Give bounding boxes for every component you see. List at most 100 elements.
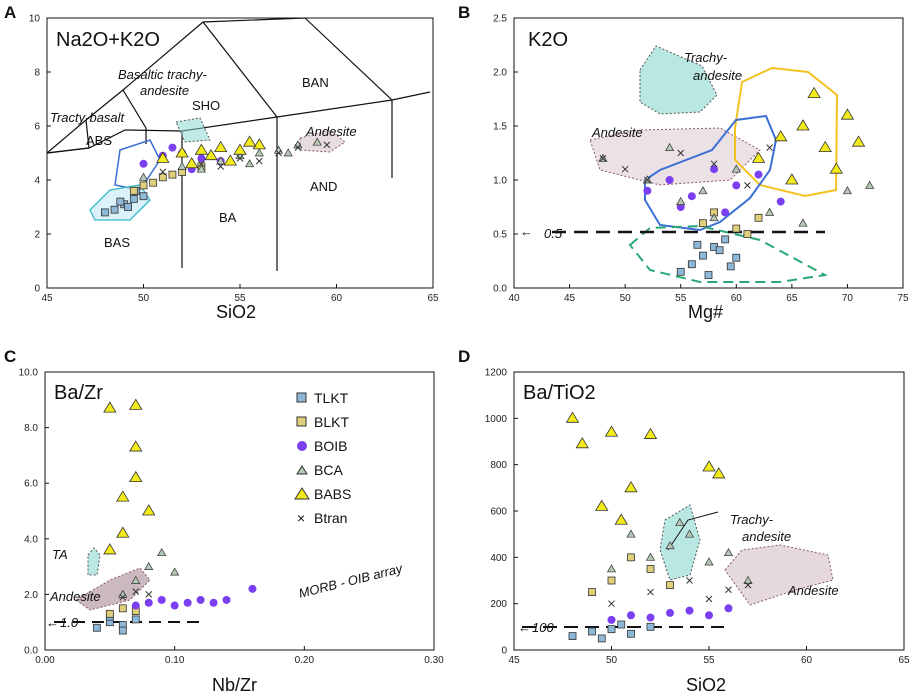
- panel-a-label-ba: BA: [219, 210, 237, 225]
- point-btran: [744, 182, 751, 189]
- point-bca: [216, 156, 226, 165]
- point-blkt: [118, 604, 127, 613]
- point-boib: [687, 192, 696, 201]
- point-babs: [103, 543, 117, 555]
- panel-b-ticks: 40 45 50 55 60 65 70 75 0.0 0.5 1.0 1.5 2.0 2.5: [493, 14, 909, 305]
- point-tlkt: [646, 622, 655, 631]
- x-tick-label: 75: [897, 293, 909, 304]
- point-boib: [676, 203, 685, 211]
- point-bca: [665, 541, 675, 550]
- point-bca: [698, 186, 708, 195]
- y-tick-label: 4: [34, 176, 40, 187]
- panel-letter-b: B: [458, 3, 470, 22]
- x-tick-label: 60: [801, 655, 813, 666]
- y-tick-label: 0: [501, 646, 507, 657]
- point-tlkt: [607, 625, 616, 634]
- point-tlkt: [92, 623, 101, 632]
- x-tick-label: 50: [606, 655, 618, 666]
- point-boib: [732, 181, 741, 190]
- panel-a-label-abs: ABS: [86, 133, 112, 148]
- legend-label-btran: Btran: [314, 510, 347, 526]
- point-btran: [255, 157, 263, 165]
- panel-d-ticks: 45 50 55 60 65 0 200 400 600 800 1000 1200: [485, 368, 910, 667]
- point-tlkt: [687, 260, 696, 269]
- point-blkt: [149, 178, 158, 187]
- point-bca: [842, 186, 853, 195]
- point-babs: [614, 513, 628, 525]
- panel-a-points: [101, 135, 331, 217]
- point-bca: [177, 161, 187, 170]
- point-bca: [664, 142, 675, 151]
- point-babs: [175, 146, 189, 158]
- x-tick-label: 40: [508, 293, 520, 304]
- point-boib: [776, 197, 785, 206]
- point-bca: [131, 575, 141, 584]
- point-babs: [103, 401, 117, 413]
- point-boib: [197, 154, 206, 163]
- point-boib: [607, 615, 616, 624]
- panel-c-points: [92, 398, 257, 635]
- y-tick-label: 2.0: [24, 590, 38, 601]
- point-tlkt: [129, 194, 138, 203]
- legend-marker-bca: [296, 465, 308, 475]
- point-bca: [606, 564, 617, 573]
- panel-b-xlabel: Mg#: [688, 302, 723, 322]
- legend-label-boib: BOIB: [314, 438, 347, 454]
- panel-b: ← 0.5 Trachy- andesite Andesite K2O Mg# …: [493, 14, 909, 323]
- point-boib: [144, 598, 153, 607]
- point-babs: [575, 437, 589, 449]
- x-tick-label: 65: [786, 293, 798, 304]
- point-bca: [254, 148, 264, 157]
- panel-a-label-basaltic: Basaltic trachy-: [118, 67, 208, 82]
- point-boib: [248, 584, 257, 593]
- legend-item-bca: BCA: [296, 462, 343, 478]
- panel-a-title: Na2O+K2O: [56, 29, 160, 51]
- point-bca: [283, 148, 293, 157]
- point-boib: [666, 608, 674, 617]
- point-btran: [159, 168, 167, 176]
- point-blkt: [754, 213, 763, 222]
- point-blkt: [666, 581, 674, 590]
- point-babs: [796, 119, 810, 131]
- point-boib: [139, 159, 148, 168]
- point-btran: [132, 588, 140, 595]
- point-tlkt: [617, 620, 626, 629]
- point-btran: [705, 595, 713, 603]
- point-blkt: [588, 588, 596, 596]
- panel-b-ref-label: 0.5: [544, 226, 563, 241]
- panel-d-frame: [513, 371, 905, 651]
- panel-d-label-andesite: Andesite: [787, 583, 839, 598]
- y-tick-label: 1000: [485, 414, 508, 425]
- panel-a-label-and: AND: [310, 179, 337, 194]
- point-babs: [142, 504, 156, 516]
- point-babs: [702, 460, 716, 472]
- panel-d-xlabel: SiO2: [686, 675, 726, 695]
- point-btran: [236, 155, 244, 162]
- y-tick-label: 6: [34, 122, 40, 133]
- legend-marker-blkt: [296, 416, 307, 427]
- panel-b-babs-outline: [734, 66, 839, 198]
- panel-c: ← 1.0 TA Andesite MORB - OIB array Ba/Zr…: [19, 368, 445, 696]
- y-tick-label: 6.0: [24, 479, 38, 490]
- point-babs: [751, 151, 766, 163]
- panel-b-label-andesite-sub: andesite: [693, 68, 742, 83]
- point-babs: [840, 108, 855, 120]
- point-blkt: [168, 170, 177, 179]
- panel-d-andesite-field: [724, 544, 834, 606]
- y-tick-label: 10.0: [19, 368, 39, 379]
- point-bca: [196, 164, 207, 173]
- panel-d: ← 100 Trachy- andesite Andesite Ba/TiO2 …: [485, 368, 910, 696]
- point-tlkt: [588, 627, 596, 636]
- y-tick-label: 1.0: [493, 176, 507, 187]
- point-tlkt: [676, 267, 685, 276]
- y-tick-label: 2.0: [493, 68, 507, 79]
- point-babs: [851, 135, 866, 147]
- panel-a-label-trachybasalt: Tracty-basalt: [50, 110, 126, 125]
- y-tick-label: 2: [34, 230, 40, 241]
- point-tlkt: [124, 203, 132, 211]
- point-btran: [686, 577, 693, 584]
- legend-item-boib: BOIB: [297, 438, 347, 454]
- point-babs: [129, 440, 143, 452]
- point-babs: [565, 411, 580, 423]
- point-btran: [599, 155, 607, 162]
